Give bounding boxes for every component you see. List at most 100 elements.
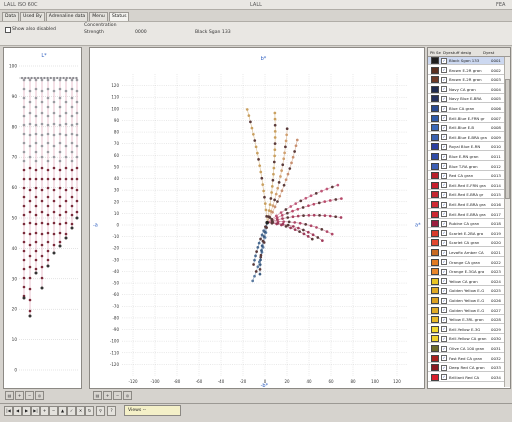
- legend-row[interactable]: ✓ Fast Red CA gran 0032: [428, 354, 504, 363]
- legend-row[interactable]: ✓ Brill.Red E-BRA gr 0015: [428, 191, 504, 200]
- select-checkbox[interactable]: ✓: [441, 57, 447, 64]
- legend-row[interactable]: ✓ Brill.Red E-BRA gra 0017: [428, 210, 504, 219]
- select-checkbox[interactable]: ✓: [441, 115, 447, 122]
- help-icon[interactable]: ?: [107, 406, 116, 416]
- legend-row[interactable]: ✓ Yellow E-3RL gran 0028: [428, 316, 504, 325]
- next-record-icon[interactable]: ▶: [22, 406, 31, 416]
- legend-header-desig[interactable]: Dyestuff desig: [443, 49, 472, 55]
- legend-row[interactable]: ✓ Navy CA gran 0004: [428, 85, 504, 94]
- legend-row[interactable]: ✓ Golden Yellow E-G 0025: [428, 287, 504, 296]
- legend-row[interactable]: ✓ Royal Blue E-RN 0010: [428, 143, 504, 152]
- legend-row[interactable]: ✓ Blue E-RN gran 0011: [428, 153, 504, 162]
- edit-record-icon[interactable]: ▲: [58, 406, 67, 416]
- select-checkbox[interactable]: ✓: [441, 211, 447, 218]
- select-checkbox[interactable]: ✓: [441, 220, 447, 227]
- insert-record-icon[interactable]: +: [40, 406, 49, 416]
- legend-row[interactable]: ✓ Brill.Blue E-BRA gra 0009: [428, 133, 504, 142]
- legend-row[interactable]: ✓ Brill.Yellow E-3G 0029: [428, 325, 504, 334]
- legend-row[interactable]: ✓ Brill.Blue E-FRN gr 0007: [428, 114, 504, 123]
- show-also-disabled-checkbox[interactable]: [5, 27, 11, 33]
- legend-row[interactable]: ✓ Black Sgan 133 0001: [428, 57, 504, 66]
- post-record-icon[interactable]: ✓: [67, 406, 76, 416]
- legend-row[interactable]: ✓ Brown E-2R gran 0003: [428, 76, 504, 85]
- legend-row[interactable]: ✓ Scarlet E-2BA gra 0019: [428, 229, 504, 238]
- legend-row[interactable]: ✓ Brill.Blue E-B 0008: [428, 124, 504, 133]
- legend-header-sel[interactable]: Sel: [436, 49, 441, 55]
- select-checkbox[interactable]: ✓: [441, 182, 447, 189]
- legend-row[interactable]: ✓ Blue CA gran 0006: [428, 105, 504, 114]
- legend-header-pit[interactable]: Pit: [430, 49, 435, 55]
- select-checkbox[interactable]: ✓: [441, 67, 447, 74]
- filter-icon[interactable]: ⚲: [96, 406, 105, 416]
- zoom-out-icon[interactable]: −: [113, 391, 122, 400]
- select-checkbox[interactable]: ✓: [441, 86, 447, 93]
- select-checkbox[interactable]: ✓: [441, 95, 447, 102]
- legend-row[interactable]: ✓ Brill.Red E-FRN gra 0014: [428, 181, 504, 190]
- select-checkbox[interactable]: ✓: [441, 326, 447, 333]
- delete-record-icon[interactable]: −: [49, 406, 58, 416]
- legend-row[interactable]: ✓ Navy Blue E-BRA 0005: [428, 95, 504, 104]
- select-checkbox[interactable]: ✓: [441, 191, 447, 198]
- tab-used-by[interactable]: Used By: [19, 12, 45, 21]
- legend-row[interactable]: ✓ Brown E-2R gran 0002: [428, 66, 504, 75]
- select-checkbox[interactable]: ✓: [441, 134, 447, 141]
- zoom-reset-icon[interactable]: ◎: [123, 391, 132, 400]
- legend-row[interactable]: ✓ Brill.Yellow CA gran 0030: [428, 335, 504, 344]
- prev-record-icon[interactable]: ◀: [13, 406, 22, 416]
- legend-row[interactable]: ✓ Blue T-RA gran 0012: [428, 162, 504, 171]
- select-checkbox[interactable]: ✓: [441, 374, 447, 381]
- legend-row[interactable]: ✓ Brilliant Red CA 0034: [428, 373, 504, 382]
- tab-status[interactable]: Status: [108, 12, 130, 21]
- first-record-icon[interactable]: |◀: [4, 406, 13, 416]
- select-checkbox[interactable]: ✓: [441, 316, 447, 323]
- select-checkbox[interactable]: ✓: [441, 297, 447, 304]
- select-checkbox[interactable]: ✓: [441, 163, 447, 170]
- legend-header-dyest[interactable]: Dyest: [483, 49, 495, 55]
- zoom-in-icon[interactable]: +: [103, 391, 112, 400]
- legend-row[interactable]: ✓ Golden Yellow E-G 0026: [428, 297, 504, 306]
- legend-scrollbar[interactable]: [504, 57, 510, 387]
- legend-row[interactable]: ✓ Yellow CA gran 0024: [428, 277, 504, 286]
- select-checkbox[interactable]: ✓: [441, 153, 447, 160]
- tab-menu[interactable]: Menu: [89, 12, 108, 21]
- print-icon[interactable]: ▤: [93, 391, 102, 400]
- legend-scrollbar-thumb[interactable]: [505, 79, 510, 199]
- select-checkbox[interactable]: ✓: [441, 355, 447, 362]
- last-record-icon[interactable]: ▶|: [31, 406, 40, 416]
- select-checkbox[interactable]: ✓: [441, 239, 447, 246]
- legend-row[interactable]: ✓ Orange E-3GA gra 0023: [428, 268, 504, 277]
- legend-row[interactable]: ✓ Brill.Red E-BRA gra 0016: [428, 201, 504, 210]
- zoom-in-icon[interactable]: +: [15, 391, 24, 400]
- legend-row[interactable]: ✓ Golden Yellow E-G 0027: [428, 306, 504, 315]
- tab-adrenaline-data[interactable]: Adrenaline data: [45, 12, 89, 21]
- select-checkbox[interactable]: ✓: [441, 287, 447, 294]
- legend-row[interactable]: ✓ Deep Red CA gran 0033: [428, 364, 504, 373]
- select-checkbox[interactable]: ✓: [441, 307, 447, 314]
- cancel-record-icon[interactable]: ✕: [76, 406, 85, 416]
- select-checkbox[interactable]: ✓: [441, 172, 447, 179]
- legend-row[interactable]: ✓ Red CA gran 0013: [428, 172, 504, 181]
- view-selector[interactable]: Views --: [124, 405, 181, 416]
- refresh-icon[interactable]: ↻: [85, 406, 94, 416]
- select-checkbox[interactable]: ✓: [441, 124, 447, 131]
- select-checkbox[interactable]: ✓: [441, 259, 447, 266]
- select-checkbox[interactable]: ✓: [441, 105, 447, 112]
- select-checkbox[interactable]: ✓: [441, 76, 447, 83]
- legend-row[interactable]: ✓ Scarlet CA gran 0020: [428, 239, 504, 248]
- select-checkbox[interactable]: ✓: [441, 249, 447, 256]
- select-checkbox[interactable]: ✓: [441, 345, 447, 352]
- select-checkbox[interactable]: ✓: [441, 268, 447, 275]
- select-checkbox[interactable]: ✓: [441, 364, 447, 371]
- select-checkbox[interactable]: ✓: [441, 335, 447, 342]
- select-checkbox[interactable]: ✓: [441, 143, 447, 150]
- print-icon[interactable]: ▤: [5, 391, 14, 400]
- select-checkbox[interactable]: ✓: [441, 201, 447, 208]
- zoom-out-icon[interactable]: −: [25, 391, 34, 400]
- select-checkbox[interactable]: ✓: [441, 230, 447, 237]
- legend-row[interactable]: ✓ Olive CA 100 gran 0031: [428, 345, 504, 354]
- legend-row[interactable]: ✓ Orange CA gran 0022: [428, 258, 504, 267]
- legend-row[interactable]: ✓ Levafix Amber CA 0021: [428, 249, 504, 258]
- legend-row[interactable]: ✓ Rubine CA gran 0018: [428, 220, 504, 229]
- tab-data[interactable]: Data: [2, 12, 19, 21]
- zoom-reset-icon[interactable]: ◎: [35, 391, 44, 400]
